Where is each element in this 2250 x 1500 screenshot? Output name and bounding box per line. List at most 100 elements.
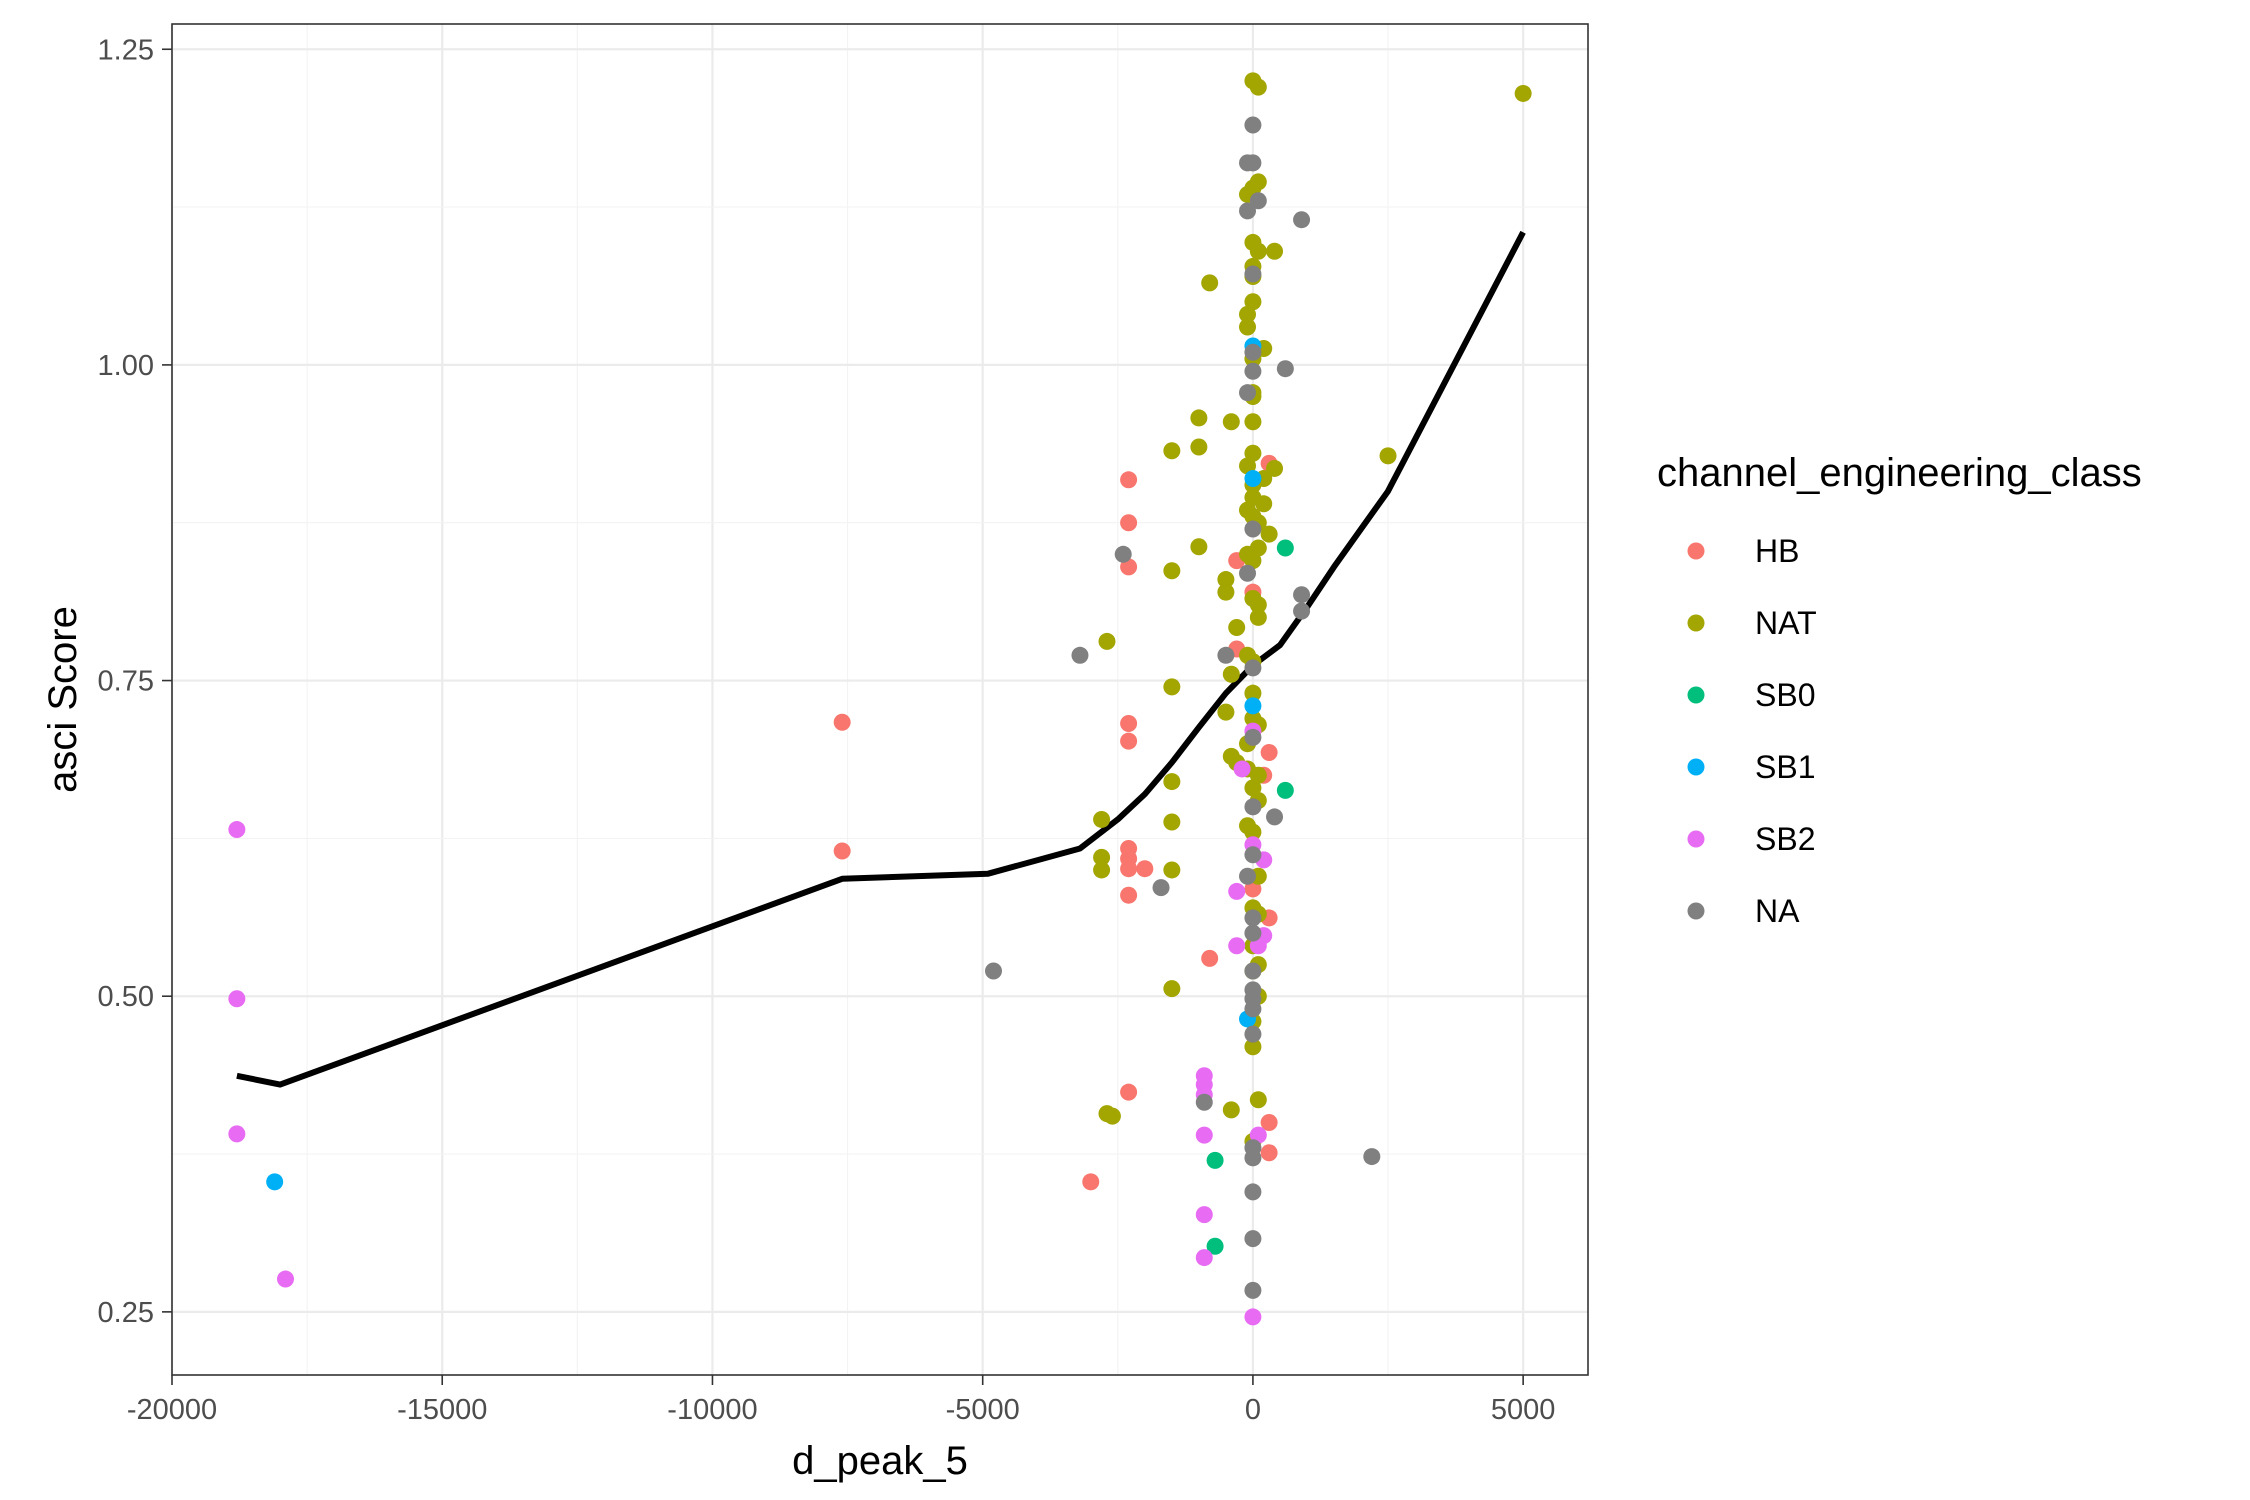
data-point-sb1 <box>1244 470 1262 488</box>
data-point-nat <box>1190 538 1208 556</box>
data-point-na <box>1244 154 1262 172</box>
data-point-nat <box>1239 305 1257 323</box>
data-point-sb2 <box>228 821 246 839</box>
data-point-na <box>1244 1149 1262 1167</box>
data-point-na <box>1293 602 1311 620</box>
data-point-na <box>1244 909 1262 927</box>
x-tick-label: 0 <box>1245 1394 1261 1426</box>
data-points <box>228 72 1532 1326</box>
legend-label-nat: NAT <box>1755 605 1817 641</box>
data-point-nat <box>1163 678 1181 696</box>
data-point-nat <box>1249 78 1267 96</box>
legend: channel_engineering_class HB NAT SB0 SB1 SB2… <box>1657 451 2142 929</box>
grid-lines <box>170 24 1588 1375</box>
legend-key-sb2 <box>1687 830 1705 848</box>
data-point-nat <box>1249 1091 1267 1109</box>
data-point-nat <box>1093 861 1111 879</box>
data-point-nat <box>1266 242 1284 260</box>
data-point-nat <box>1244 684 1262 702</box>
data-point-nat <box>1222 413 1240 431</box>
data-point-nat <box>1514 84 1532 102</box>
data-point-na <box>1276 360 1294 378</box>
x-tick-label: -15000 <box>397 1394 487 1426</box>
data-point-nat <box>1249 596 1267 614</box>
data-point-nat <box>1093 848 1111 866</box>
data-point-na <box>1071 646 1089 664</box>
x-tick-label: -5000 <box>946 1394 1020 1426</box>
data-point-hb <box>833 713 851 731</box>
data-point-sb2 <box>276 1270 294 1288</box>
x-tick-label: -20000 <box>127 1394 217 1426</box>
data-point-na <box>1244 1025 1262 1043</box>
data-point-nat <box>1163 442 1181 460</box>
data-point-sb1 <box>266 1173 284 1191</box>
data-point-na <box>1217 646 1235 664</box>
data-point-na <box>1244 362 1262 380</box>
data-point-hb <box>1260 744 1278 762</box>
data-point-na <box>1239 564 1257 582</box>
legend-key-sb1 <box>1687 758 1705 776</box>
plot-panel-border <box>171 23 1589 1376</box>
data-point-na <box>1293 211 1311 229</box>
data-point-nat <box>1190 409 1208 427</box>
data-point-hb <box>1260 1144 1278 1162</box>
legend-key-sb0 <box>1687 686 1705 704</box>
axes: -20000 -15000 -10000 -5000 0 5000 0.25 0.50 0.75… <box>98 34 1556 1426</box>
data-point-na <box>1244 1183 1262 1201</box>
data-point-nat <box>1222 665 1240 683</box>
data-point-nat <box>1244 823 1262 841</box>
data-point-na <box>1244 798 1262 816</box>
data-point-hb <box>833 842 851 860</box>
y-tick-label: 1.00 <box>98 350 154 382</box>
data-point-nat <box>1163 773 1181 791</box>
data-point-nat <box>1163 562 1181 580</box>
data-point-hb <box>1082 1173 1100 1191</box>
data-point-na <box>1293 586 1311 604</box>
data-point-nat <box>1244 1038 1262 1056</box>
data-point-na <box>1239 202 1257 220</box>
y-axis-title: asci Score <box>41 606 85 793</box>
data-point-nat <box>1217 571 1235 589</box>
data-point-nat <box>1217 703 1235 721</box>
trend-line-group <box>236 230 1526 1088</box>
legend-key-nat <box>1687 614 1705 632</box>
data-point-nat <box>1249 173 1267 191</box>
data-point-na <box>1363 1148 1381 1166</box>
data-point-na <box>1244 265 1262 283</box>
data-point-nat <box>1249 242 1267 260</box>
data-point-nat <box>1244 413 1262 431</box>
legend-items: HB NAT SB0 SB1 SB2 NA <box>1687 533 1817 929</box>
data-point-na <box>1114 545 1132 563</box>
data-point-nat <box>1222 1101 1240 1119</box>
data-point-na <box>1244 846 1262 864</box>
data-point-sb0 <box>1276 539 1294 557</box>
data-point-nat <box>1098 632 1116 650</box>
data-point-na <box>1239 867 1257 885</box>
y-tick-label: 1.25 <box>98 34 154 66</box>
data-point-nat <box>1190 438 1208 456</box>
legend-key-na <box>1687 902 1705 920</box>
data-point-na <box>1244 1281 1262 1299</box>
data-point-na <box>1244 962 1262 980</box>
data-point-na <box>1152 879 1170 897</box>
legend-title: channel_engineering_class <box>1657 451 2142 495</box>
data-point-hb <box>1120 714 1138 732</box>
data-point-sb2 <box>228 990 246 1008</box>
data-point-hb <box>1120 471 1138 489</box>
data-point-hb <box>1201 949 1219 967</box>
data-point-na <box>1244 116 1262 134</box>
y-tick-label: 0.50 <box>98 981 154 1013</box>
legend-label-sb0: SB0 <box>1755 677 1815 713</box>
data-point-na <box>1244 1230 1262 1248</box>
data-point-na <box>1244 1000 1262 1018</box>
data-point-hb <box>1136 860 1154 878</box>
data-point-hb <box>1120 886 1138 904</box>
data-point-nat <box>1103 1107 1121 1125</box>
y-tick-label: 0.75 <box>98 666 154 698</box>
data-point-na <box>1244 520 1262 538</box>
data-point-sb0 <box>1276 781 1294 799</box>
legend-label-hb: HB <box>1755 533 1799 569</box>
y-tick-label: 0.25 <box>98 1297 154 1329</box>
data-point-na <box>1249 192 1267 210</box>
